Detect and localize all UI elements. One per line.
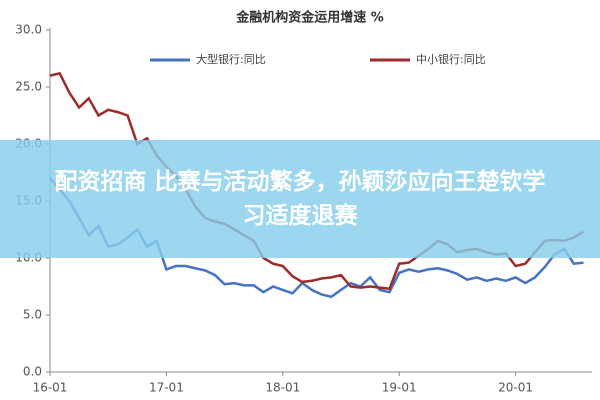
x-tick-label: 18-01: [265, 381, 300, 395]
x-tick-label: 19-01: [382, 381, 417, 395]
legend-label: 中小银行:同比: [416, 52, 486, 66]
y-tick-label: 5.0: [23, 308, 42, 322]
chart-title: 金融机构资金运用增速 %: [235, 10, 384, 26]
x-tick-label: 16-01: [33, 381, 68, 395]
x-tick-label: 17-01: [149, 381, 184, 395]
banner-text: 配资招商 比赛与活动繁多，孙颖莎应向王楚钦学: [54, 169, 546, 195]
y-tick-label: 0.0: [23, 365, 42, 379]
legend-label: 大型银行:同比: [196, 52, 266, 66]
x-tick-label: 20-01: [498, 381, 533, 395]
y-tick-label: 30.0: [15, 23, 42, 37]
y-tick-label: 25.0: [15, 80, 42, 94]
banner-text: 习适度退赛: [242, 203, 358, 229]
banner: 配资招商 比赛与活动繁多，孙颖莎应向王楚钦学 习适度退赛: [0, 140, 600, 258]
